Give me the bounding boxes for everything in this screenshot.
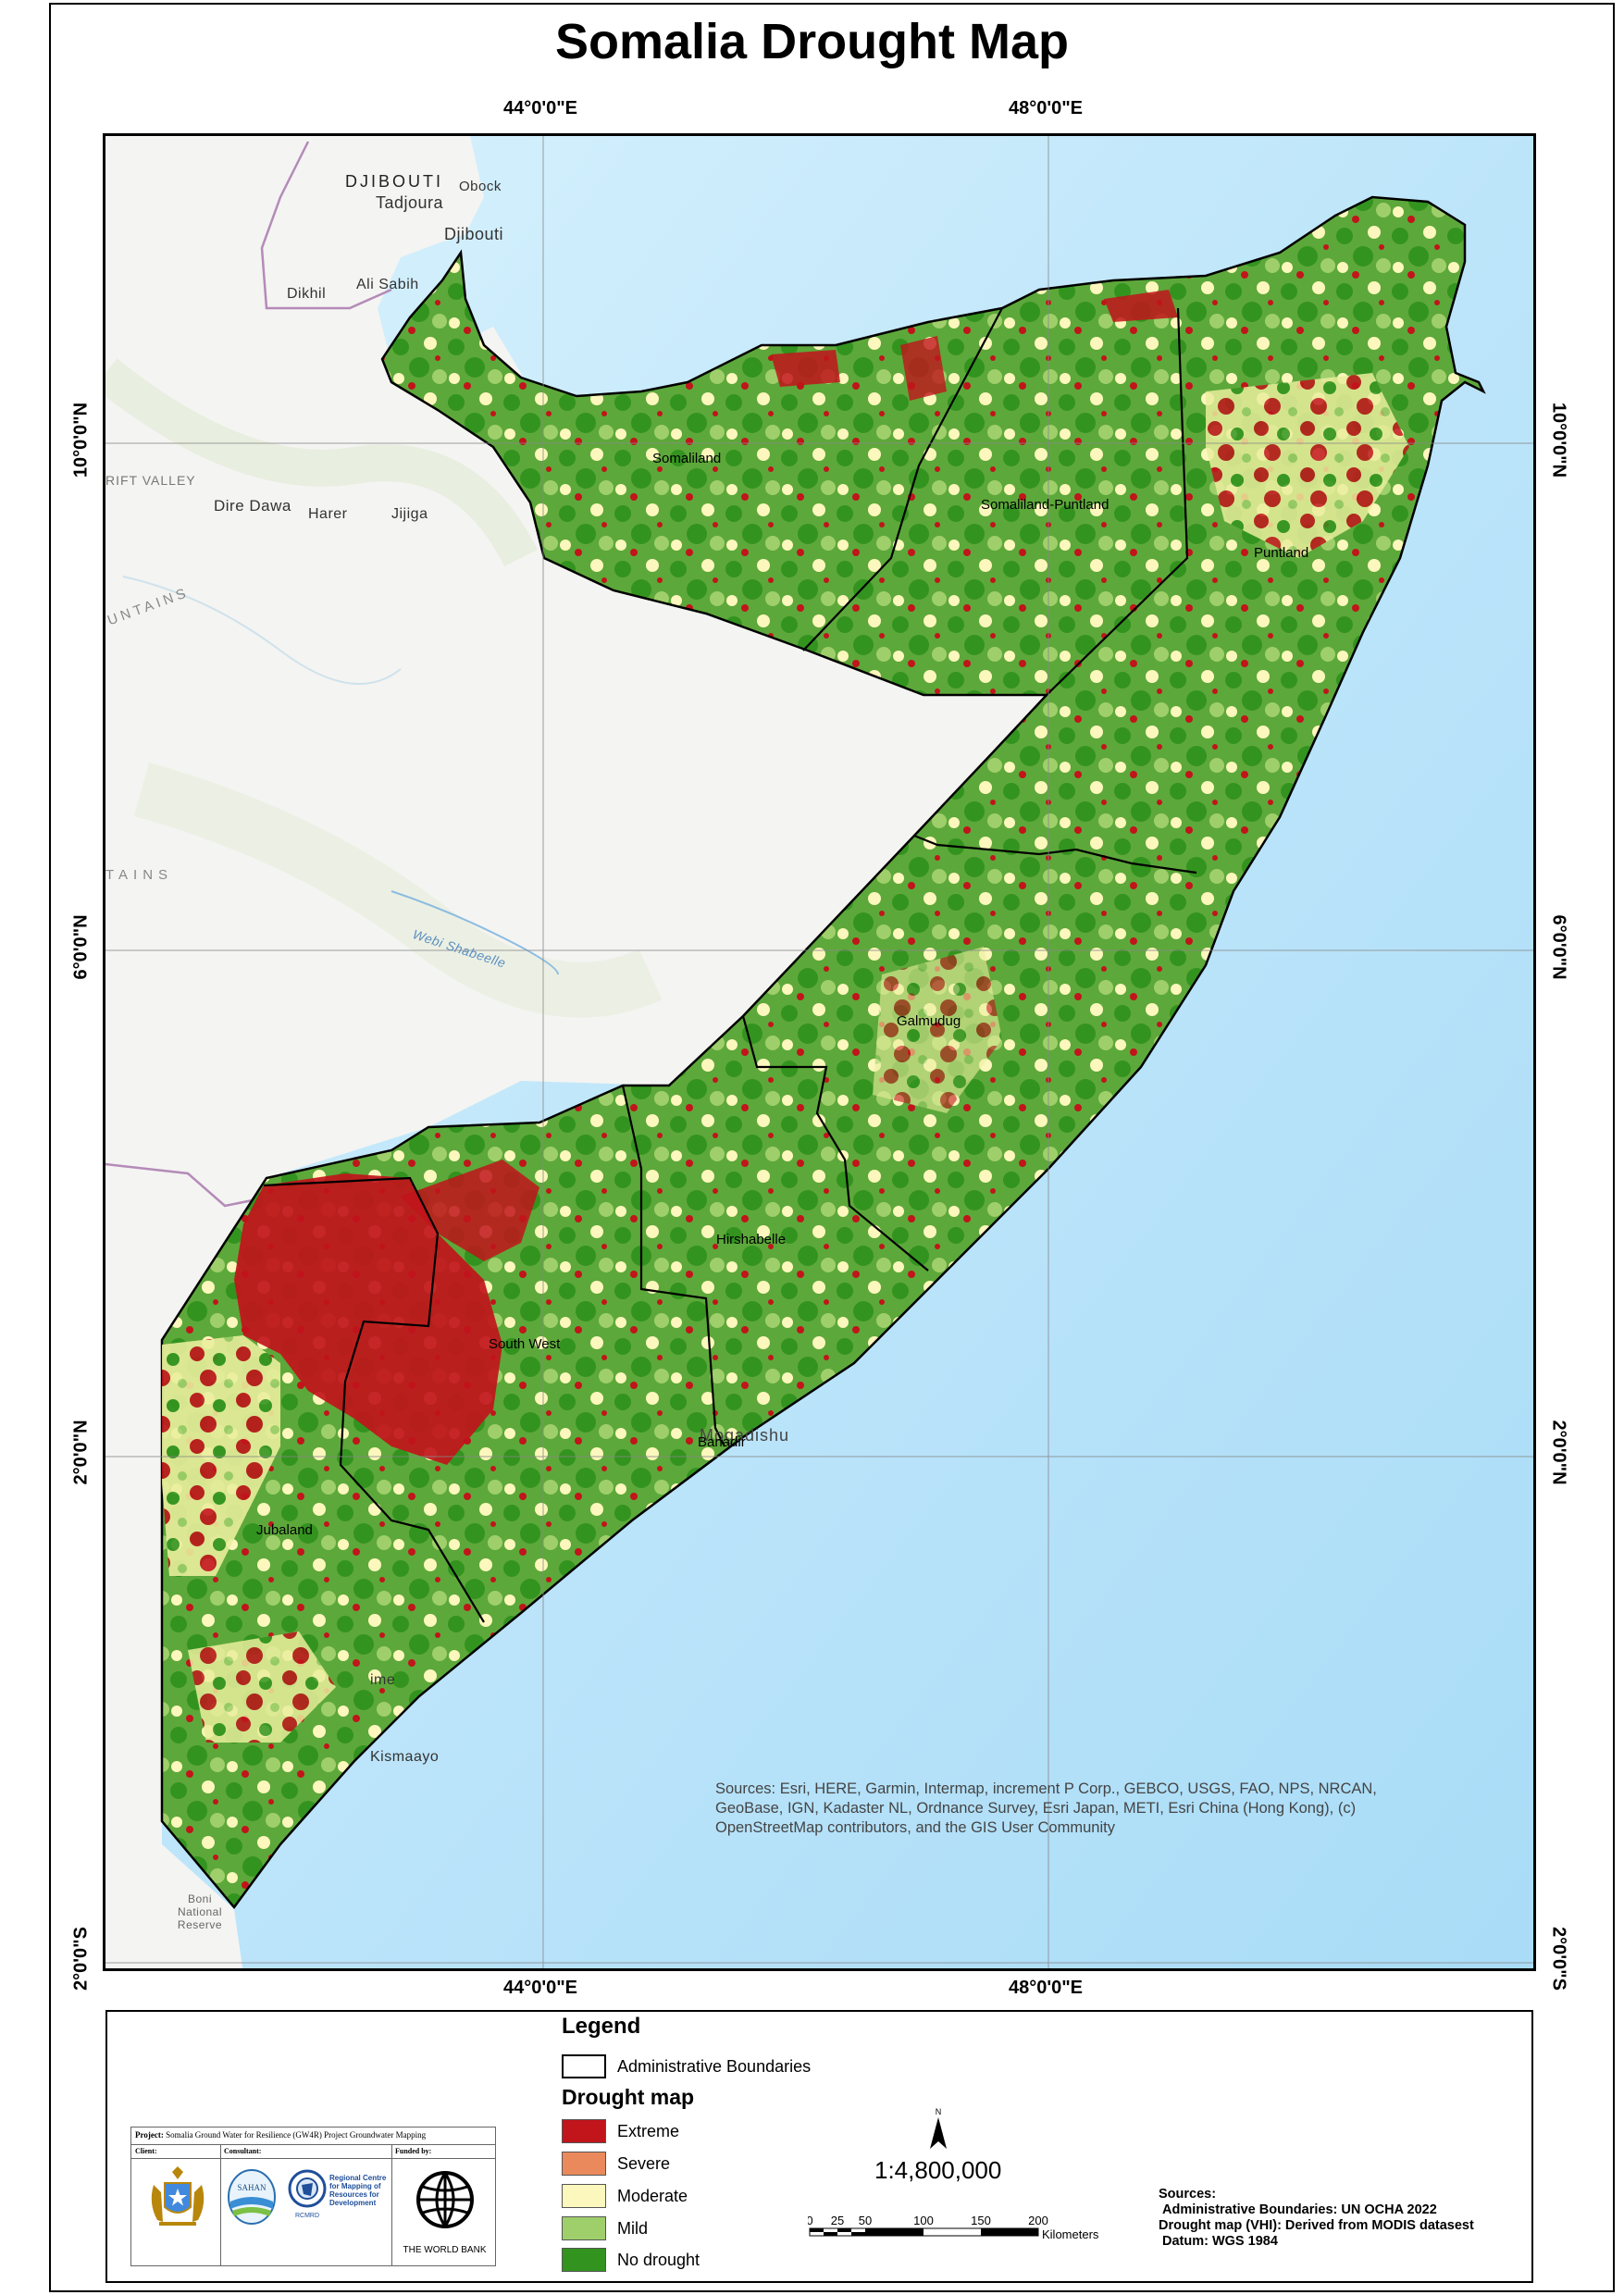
swatch-no-drought (562, 2248, 606, 2272)
north-arrow-icon: N (928, 2106, 948, 2157)
svg-text:50: 50 (859, 2214, 872, 2227)
right-lat-label-10n: 10°0'0"N (1548, 402, 1569, 478)
left-lat-label-10n: 10°0'0"N (70, 402, 92, 478)
label-severe: Severe (617, 2154, 671, 2173)
region-galmudug: Galmudug (897, 1013, 961, 1029)
right-lat-label-2n: 2°0'0"N (1548, 1420, 1569, 1485)
label-tadjoura: Tadjoura (376, 193, 444, 212)
north-letter: N (936, 2107, 942, 2116)
rcmrd-name: Regional Centre for Mapping of Resources… (329, 2174, 387, 2207)
somalia-emblem-icon (144, 2166, 211, 2236)
svg-text:RCMRD: RCMRD (295, 2213, 319, 2219)
left-lat-label-6n: 6°0'0"N (70, 914, 92, 980)
world-bank-globe-icon (415, 2170, 475, 2234)
drought-legend-title: Drought map (562, 2085, 695, 2109)
swatch-moderate (562, 2184, 606, 2208)
admin-boundary-swatch (562, 2054, 606, 2078)
sources-line-datum: Datum: WGS 1984 (1162, 2234, 1278, 2249)
label-djibouti-city: Djibouti (444, 225, 504, 243)
sahan-logo-icon: SAHAN (227, 2168, 277, 2230)
label-moderate: Moderate (617, 2187, 688, 2205)
scale-ratio: 1:4,800,000 (874, 2156, 1002, 2184)
label-extreme: Extreme (617, 2122, 680, 2140)
svg-text:100: 100 (913, 2214, 934, 2227)
label-obock: Obock (459, 179, 502, 194)
svg-text:200: 200 (1028, 2214, 1048, 2227)
sources-heading: Sources: (1159, 2187, 1217, 2202)
legend-title: Legend (562, 2014, 641, 2039)
sources-line-drought: Drought map (VHI): Derived from MODIS da… (1159, 2218, 1474, 2233)
label-djibouti-country: DJIBOUTI (345, 172, 444, 191)
sources-line-admin: Administrative Boundaries: UN OCHA 2022 (1162, 2202, 1437, 2217)
top-lon-label-48: 48°0'0"E (1008, 98, 1084, 118)
map-title: Somalia Drought Map (554, 14, 1070, 69)
label-mild: Mild (617, 2219, 649, 2238)
label-jilib: ime (370, 1672, 396, 1688)
region-jubaland: Jubaland (256, 1522, 313, 1538)
neighbour-land (105, 136, 1047, 1968)
graticule-lines (105, 136, 1533, 1968)
admin-boundary-label: Administrative Boundaries (617, 2057, 812, 2076)
top-lon-label-44: 44°0'0"E (502, 98, 578, 118)
label-boni-reserve: Boni National Reserve (177, 1892, 223, 1931)
legend-panel (105, 2010, 1533, 2283)
label-harer: Harer (308, 506, 348, 522)
label-mountains-south: TAINS (105, 867, 174, 883)
left-lat-label-2n: 2°0'0"N (70, 1420, 92, 1485)
project-logo-panel: Project: Somalia Ground Water for Resili… (130, 2127, 496, 2266)
label-jijiga: Jijiga (391, 506, 428, 522)
consultant-label: Consultant: (224, 2147, 262, 2155)
bottom-lon-label-44: 44°0'0"E (502, 1978, 578, 1998)
right-lat-label-6n: 6°0'0"N (1548, 914, 1569, 980)
swatch-severe (562, 2152, 606, 2176)
region-somaliland: Somaliland (652, 451, 722, 466)
label-dire-dawa: Dire Dawa (214, 497, 291, 515)
world-bank-label: THE WORLD BANK (403, 2245, 487, 2255)
region-banadir: Banadir (698, 1434, 746, 1450)
svg-text:Kilometers: Kilometers (1042, 2227, 1099, 2241)
project-line: Project: Somalia Ground Water for Resili… (135, 2130, 427, 2140)
region-hirshabelle: Hirshabelle (716, 1232, 787, 1247)
rcmrd-logo-icon: RCMRD (287, 2168, 328, 2225)
label-mogadishu: Mogadishu (700, 1426, 790, 1445)
svg-text:150: 150 (971, 2214, 991, 2227)
basemap-attribution: Sources: Esri, HERE, Garmin, Intermap, i… (715, 1780, 1377, 1836)
swatch-extreme (562, 2119, 606, 2143)
label-ali-sabih: Ali Sabih (356, 277, 419, 292)
label-rift-valley: RIFT VALLEY (105, 473, 196, 488)
admin-boundaries (263, 307, 1197, 1623)
right-lat-label-2s: 2°0'0"S (1548, 1927, 1569, 1991)
label-kismaayo: Kismaayo (370, 1749, 440, 1765)
svg-text:25: 25 (831, 2214, 844, 2227)
region-somaliland-puntland: Somaliland-Puntland (981, 497, 1110, 513)
swatch-mild (562, 2216, 606, 2240)
label-no-drought: No drought (617, 2251, 700, 2269)
map-svg (105, 136, 1533, 1968)
svg-text:SAHAN: SAHAN (237, 2183, 267, 2192)
sources-block: Sources: Administrative Boundaries: UN O… (1159, 2187, 1474, 2250)
scale-bar: 0 25 50 100 150 200 Kilometers (806, 2214, 1122, 2252)
funded-by-label: Funded by: (395, 2147, 432, 2155)
region-puntland: Puntland (1254, 545, 1309, 561)
page-frame (49, 3, 1615, 2292)
extreme-zone-southwest-2 (162, 1335, 280, 1576)
map-canvas[interactable]: DJIBOUTI Tadjoura Obock Djibouti Dikhil … (103, 133, 1536, 1971)
region-south-west: South West (489, 1336, 561, 1352)
svg-text:0: 0 (808, 2214, 813, 2227)
left-lat-label-2s: 2°0'0"S (70, 1927, 92, 1991)
bottom-lon-label-48: 48°0'0"E (1008, 1978, 1084, 1998)
client-label: Client: (135, 2147, 157, 2155)
extreme-zone-southwest (234, 1173, 502, 1465)
label-dikhil: Dikhil (287, 286, 327, 302)
